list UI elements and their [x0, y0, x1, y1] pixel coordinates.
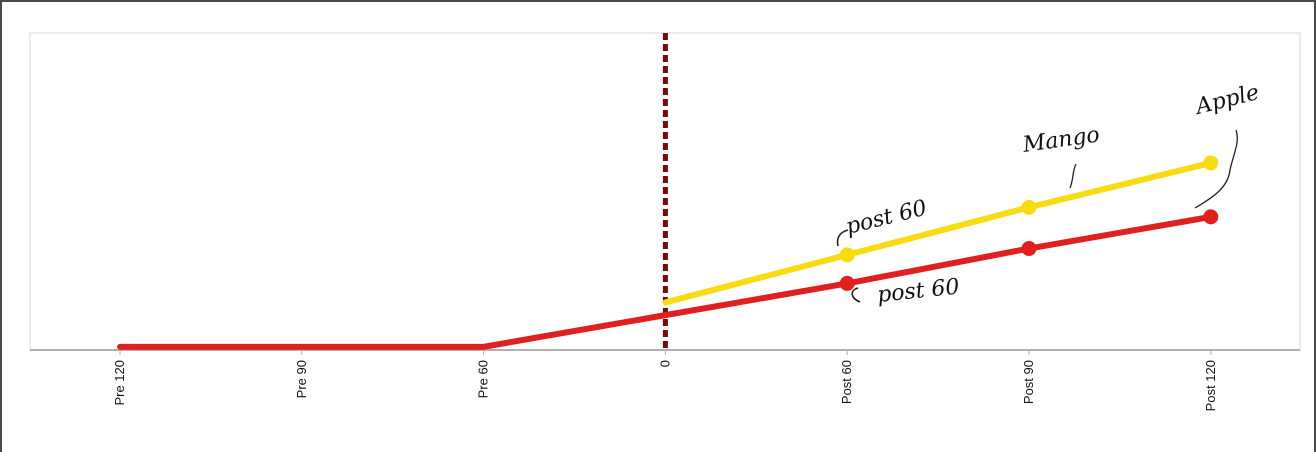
- x-tick-label: Pre 60: [476, 360, 491, 398]
- x-tick-label: Pre 120: [112, 360, 127, 406]
- annotation-stroke: [1194, 129, 1238, 209]
- data-point: [1203, 155, 1219, 171]
- x-tick-label: Post 90: [1021, 360, 1036, 404]
- x-tick-label: Pre 90: [294, 360, 309, 398]
- annotation-stroke: [851, 287, 861, 303]
- data-point: [1021, 199, 1037, 215]
- data-point: [1021, 241, 1037, 257]
- data-point: [1203, 209, 1219, 225]
- data-point: [839, 247, 855, 263]
- x-tick-label: 0: [657, 360, 672, 367]
- series-line: [662, 159, 1214, 306]
- data-point: [839, 275, 855, 291]
- annotation-stroke: [1069, 163, 1077, 189]
- x-tick-label: Post 60: [839, 360, 854, 404]
- annotation-stroke: [836, 229, 849, 247]
- x-tick-label: Post 120: [1203, 360, 1218, 411]
